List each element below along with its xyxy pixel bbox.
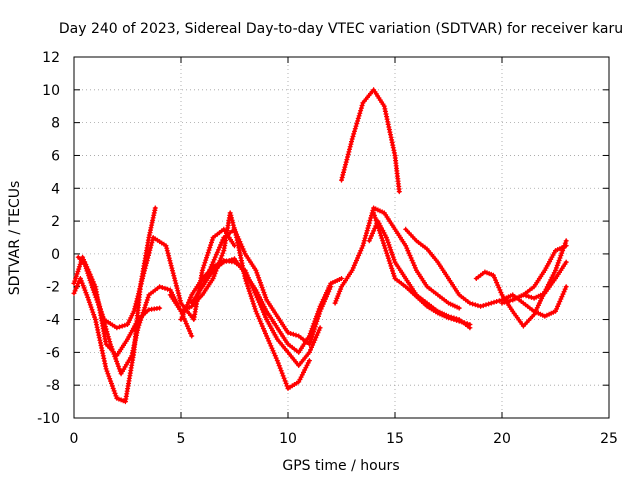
x-tick-label: 20: [493, 431, 511, 447]
series-track-4: [82, 259, 163, 359]
series-track-9: [339, 87, 402, 195]
y-tick-label: -8: [46, 378, 60, 394]
y-tick-label: 12: [42, 50, 60, 66]
series-markers: [371, 210, 473, 327]
x-tick-label: 10: [279, 431, 297, 447]
y-tick-label: 0: [51, 247, 60, 263]
x-tick-label: 25: [600, 431, 618, 447]
series-track-10: [332, 205, 462, 311]
y-tick-label: -6: [46, 345, 60, 361]
series-markers: [199, 256, 344, 355]
y-tick-label: -10: [37, 411, 60, 427]
series-markers: [339, 87, 402, 195]
y-tick-label: 8: [51, 116, 60, 132]
y-tick-label: -2: [46, 280, 60, 296]
axis-tick-labels: 0 5 10 15 20 25 -10 -8 -6 -4 -2 0 2 4 6 8 10 12: [37, 50, 618, 447]
series-markers: [332, 205, 462, 311]
x-tick-label: 0: [70, 431, 79, 447]
chart-title: Day 240 of 2023, Sidereal Day-to-day VTE…: [59, 21, 623, 37]
x-axis-label: GPS time / hours: [282, 458, 399, 474]
series-markers: [82, 259, 163, 359]
plot-frame: [73, 56, 610, 419]
y-tick-label: 10: [42, 83, 60, 99]
y-tick-label: 2: [51, 214, 60, 230]
y-axis-label: SDTVAR / TECUs: [7, 181, 23, 296]
y-tick-label: -4: [46, 313, 60, 329]
y-tick-label: 6: [51, 148, 60, 164]
axis-ticks: [73, 56, 610, 419]
series-track-16: [510, 259, 569, 303]
series-track-12: [371, 210, 473, 327]
y-tick-label: 4: [51, 181, 60, 197]
x-tick-label: 15: [386, 431, 404, 447]
x-tick-label: 5: [177, 431, 186, 447]
data-series: [71, 87, 569, 405]
series-markers: [510, 259, 569, 303]
series-track-8: [199, 256, 344, 355]
grid: [74, 57, 609, 418]
